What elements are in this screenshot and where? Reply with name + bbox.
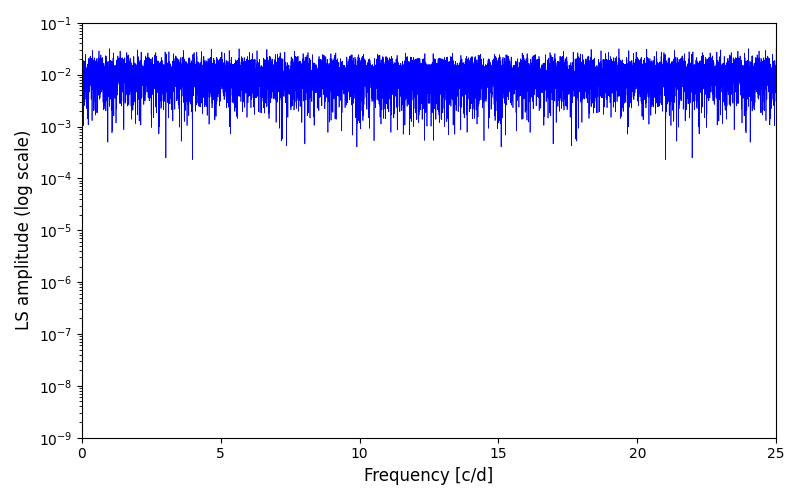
X-axis label: Frequency [c/d]: Frequency [c/d] — [364, 467, 494, 485]
Y-axis label: LS amplitude (log scale): LS amplitude (log scale) — [15, 130, 33, 330]
